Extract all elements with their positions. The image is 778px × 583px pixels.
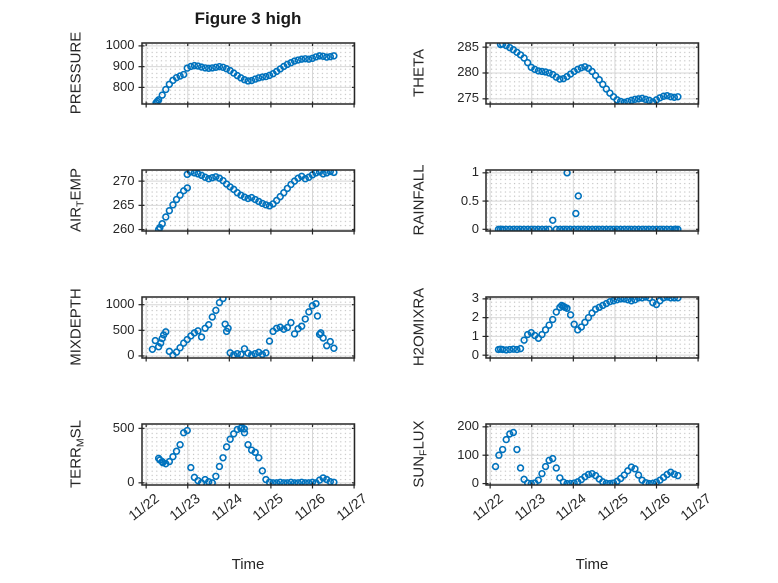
h2omixra-data-markers [494,296,682,354]
h2omixra-plot-area [482,295,700,361]
sun-flux-ylabel: SUNFLUX [410,420,430,488]
subplot-air-temp [134,162,363,244]
h2omixra-ytick-2: 2 [471,309,479,325]
mixdepth-ytick-500: 500 [112,321,135,337]
terr-msl-ytick-0: 0 [127,474,135,490]
subplot-terr-msl [134,416,363,498]
terr-msl-plot-area [138,422,355,488]
x-axis-label-left: Time [231,556,265,573]
h2omixra-ylabel: H2OMIXRA [410,287,428,367]
terr-msl-ylabel: TERRMSL [67,420,87,488]
air-temp-ytick-260: 260 [112,221,135,237]
theta-ytick-280: 280 [457,64,479,80]
theta-ytick-285: 285 [457,38,479,54]
rainfall-ytick-0: 0 [471,220,479,236]
sun-flux-ytick-100: 100 [457,446,479,462]
mixdepth-ytick-0: 0 [127,347,135,363]
pressure-data-markers [151,51,338,104]
subplot-h2omixra [478,289,707,371]
terr-msl-ytick-500: 500 [112,419,135,435]
h2omixra-ytick-1: 1 [471,327,479,343]
rainfall-ytick-1: 1 [471,164,479,180]
figure-title: Figure 3 high [194,9,302,28]
subplot-sun-flux [478,416,707,498]
rainfall-ylabel: RAINFALL [410,164,428,236]
theta-ylabel: THETA [410,48,428,98]
sun-flux-plot-area [482,422,700,488]
mixdepth-ytick-1000: 1000 [105,296,135,312]
h2omixra-ytick-3: 3 [471,290,479,306]
air-temp-ylabel: AIRTEMP [67,168,87,232]
air-temp-ytick-270: 270 [112,172,135,188]
rainfall-ytick-0.5: 0.5 [460,192,479,208]
pressure-ytick-800: 800 [112,78,135,94]
subplot-pressure [134,35,363,117]
pressure-ytick-1000: 1000 [105,37,135,53]
pressure-plot-area [138,41,355,107]
mixdepth-plot-area [138,295,355,361]
theta-plot-area [482,41,700,107]
subplot-mixdepth [134,289,363,371]
sun-flux-data-markers [491,428,682,485]
theta-ytick-275: 275 [457,90,479,106]
air-temp-data-markers [154,169,338,231]
pressure-ylabel: PRESSURE [67,31,85,115]
subplot-theta [478,35,707,117]
sun-flux-xtick-11-22: 11/22 [469,490,507,524]
pressure-ytick-900: 900 [112,58,135,74]
air-temp-ytick-265: 265 [112,196,135,212]
x-axis-label-right: Time [575,556,609,573]
h2omixra-ytick-0: 0 [471,346,479,362]
subplot-rainfall [478,162,707,244]
rainfall-plot-area [482,168,700,234]
air-temp-plot-area [138,168,355,234]
mixdepth-data-markers [148,296,338,358]
mixdepth-ylabel: MIXDEPTH [67,288,85,366]
sun-flux-ytick-200: 200 [457,418,479,434]
theta-data-markers [496,42,682,104]
terr-msl-data-markers [154,423,338,485]
sun-flux-ytick-0: 0 [471,475,479,491]
rainfall-data-markers [494,169,682,231]
